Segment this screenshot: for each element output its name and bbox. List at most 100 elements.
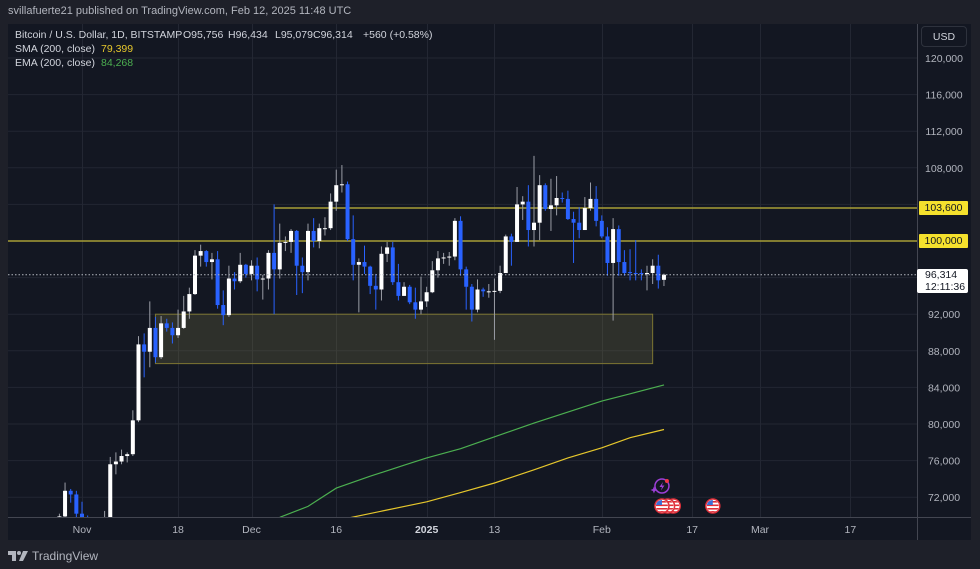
candle-body bbox=[611, 229, 616, 263]
candle bbox=[413, 287, 418, 319]
candle bbox=[571, 211, 576, 263]
candle bbox=[639, 269, 644, 281]
us-flag-event-icon bbox=[705, 498, 721, 514]
candle-body bbox=[294, 230, 299, 266]
candle-body bbox=[204, 251, 209, 263]
candle bbox=[243, 263, 248, 278]
candle-body bbox=[266, 252, 271, 279]
candle-body bbox=[68, 490, 73, 495]
candle bbox=[430, 261, 435, 294]
candle-body bbox=[351, 239, 356, 265]
level-label-103600: 103,600 bbox=[919, 201, 968, 215]
price-tick-label: 92,000 bbox=[928, 309, 960, 321]
last-price-value: 96,314 bbox=[925, 269, 958, 281]
candle-body bbox=[413, 302, 418, 310]
candle-body bbox=[80, 513, 84, 517]
candle bbox=[181, 295, 186, 329]
legend-high: H96,434 bbox=[228, 29, 268, 41]
candle bbox=[588, 182, 593, 211]
currency-button[interactable]: USD bbox=[921, 26, 967, 47]
time-tick-label: 17 bbox=[845, 524, 857, 536]
candle bbox=[351, 215, 356, 281]
candle bbox=[486, 284, 491, 298]
flag-stripe bbox=[667, 511, 680, 512]
candle bbox=[419, 276, 423, 315]
candle-body bbox=[91, 522, 95, 527]
candle-body bbox=[492, 290, 497, 292]
candle-body bbox=[464, 269, 469, 287]
candle-body bbox=[119, 456, 124, 462]
candle-body bbox=[616, 229, 621, 263]
candle bbox=[616, 225, 621, 276]
candle-body bbox=[424, 292, 429, 302]
candle-body bbox=[481, 289, 486, 292]
candle bbox=[289, 229, 294, 253]
candle-body bbox=[469, 286, 474, 310]
candle bbox=[142, 333, 147, 378]
candle-body bbox=[306, 230, 310, 273]
candle-body bbox=[243, 264, 248, 274]
candle bbox=[125, 452, 130, 463]
candle bbox=[582, 197, 587, 231]
chart-panel[interactable] bbox=[8, 24, 971, 540]
candle bbox=[356, 258, 361, 313]
candle bbox=[80, 501, 84, 517]
ema-line bbox=[279, 384, 665, 517]
candle bbox=[57, 513, 62, 517]
candle-body bbox=[543, 185, 548, 209]
candle-body bbox=[385, 247, 390, 254]
candle bbox=[130, 410, 135, 457]
candle-body bbox=[605, 236, 610, 263]
candle-body bbox=[187, 294, 192, 312]
candle bbox=[628, 249, 633, 281]
candle bbox=[458, 216, 463, 276]
candle bbox=[272, 204, 277, 315]
candle bbox=[441, 252, 446, 264]
candle bbox=[622, 250, 627, 276]
tradingview-logo-icon bbox=[8, 550, 28, 561]
legend-ema-label: EMA (200, close) bbox=[15, 57, 95, 69]
candle-body bbox=[125, 454, 130, 457]
candle bbox=[526, 185, 531, 247]
candle-body bbox=[396, 282, 401, 296]
time-tick-label: 16 bbox=[330, 524, 342, 536]
candle-body bbox=[311, 230, 316, 241]
candle-body bbox=[277, 242, 282, 270]
candle bbox=[68, 488, 73, 503]
candle bbox=[345, 181, 350, 241]
candle-body bbox=[103, 522, 107, 536]
candle bbox=[277, 223, 282, 279]
candle bbox=[424, 286, 429, 307]
candle-body bbox=[362, 262, 367, 267]
candle-body bbox=[645, 273, 649, 275]
candle-body bbox=[300, 265, 305, 273]
candle bbox=[447, 251, 452, 266]
legend-low: L95,079 bbox=[275, 29, 313, 41]
candle bbox=[481, 287, 486, 297]
candle bbox=[599, 215, 604, 239]
us-flag-event-icon bbox=[654, 498, 670, 514]
candle-body bbox=[221, 305, 226, 316]
footer-brand[interactable]: TradingView bbox=[8, 548, 98, 564]
candle-body bbox=[86, 520, 90, 522]
time-tick-label: 18 bbox=[172, 524, 184, 536]
candle bbox=[136, 336, 141, 423]
legend-sma-label: SMA (200, close) bbox=[15, 43, 95, 55]
candle-body bbox=[136, 344, 141, 421]
flag-canton bbox=[655, 500, 662, 505]
candle bbox=[515, 187, 520, 242]
candle-body bbox=[147, 327, 152, 352]
grid bbox=[8, 24, 917, 517]
candle-body bbox=[498, 273, 503, 291]
time-tick-label: Mar bbox=[751, 524, 770, 536]
legend-open: O95,756 bbox=[183, 29, 224, 41]
brand-name: TradingView bbox=[32, 549, 99, 563]
legend-sma-value: 79,399 bbox=[101, 43, 134, 55]
plot-area bbox=[8, 155, 917, 545]
legend-ema-value: 84,268 bbox=[101, 57, 134, 69]
candle-body bbox=[260, 278, 265, 280]
candle bbox=[97, 525, 101, 545]
candle-body bbox=[108, 464, 113, 517]
candle bbox=[176, 309, 181, 338]
